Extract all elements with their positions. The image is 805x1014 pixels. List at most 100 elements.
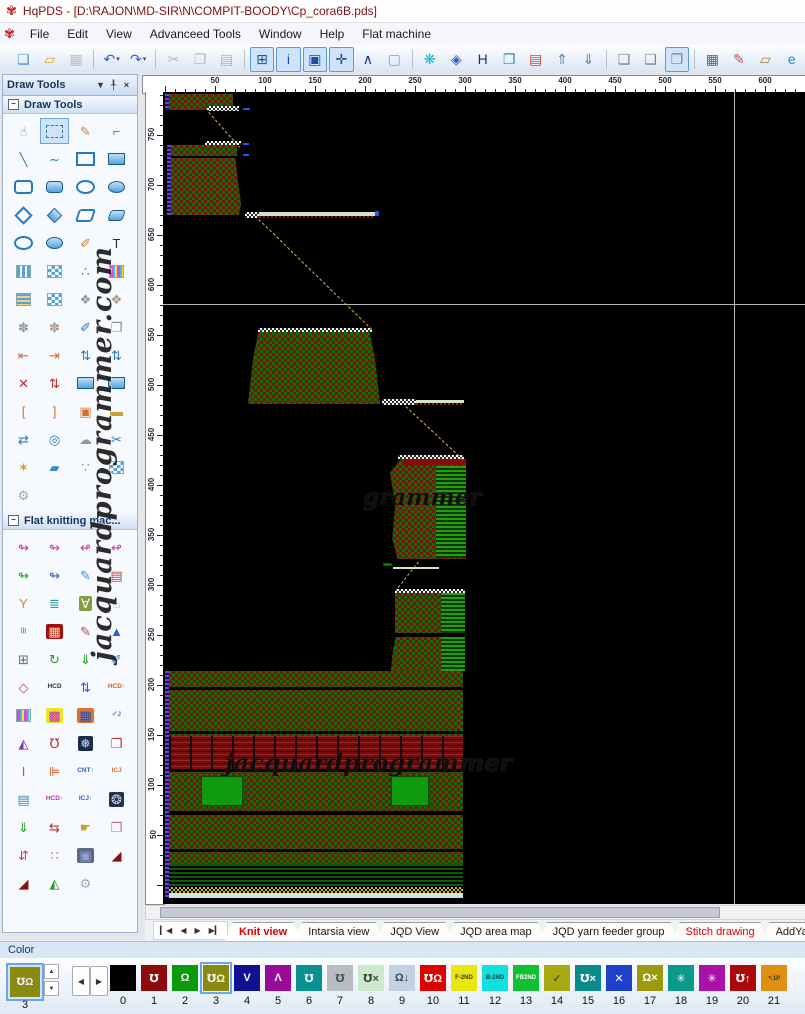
loops-swap-tool[interactable]: ⇵: [9, 842, 38, 868]
tile-windows-button[interactable]: ❏: [638, 47, 662, 72]
yarn-stack-tool[interactable]: ≣: [40, 590, 69, 616]
flat-knitting-group-header[interactable]: − Flat knitting mac...: [3, 512, 137, 530]
hand-note-tool[interactable]: ☛: [71, 814, 100, 840]
eyedropper-tool[interactable]: ✐: [71, 230, 100, 256]
needle-bed-tool[interactable]: ∀: [71, 590, 100, 616]
color-swatch-14[interactable]: ✓: [544, 965, 570, 991]
menu-help[interactable]: Help: [319, 27, 345, 41]
note-edit-tool[interactable]: ✎: [71, 618, 100, 644]
select-area-button[interactable]: ▢: [382, 47, 406, 72]
hand-tool[interactable]: ☝: [9, 118, 38, 144]
rows-tool[interactable]: [9, 286, 38, 312]
pattern-canvas[interactable]: grammer jacquardprogrammer: [163, 92, 805, 904]
knit-pen-button[interactable]: ∧: [356, 47, 380, 72]
transfer-tool-2[interactable]: ↬: [40, 534, 69, 560]
rectangle-outline-tool[interactable]: [71, 146, 100, 172]
calculator-button[interactable]: ▦: [700, 47, 724, 72]
tab-intarsia-view[interactable]: Intarsia view: [294, 922, 383, 941]
tab-stitch-drawing[interactable]: Stitch drawing: [672, 922, 769, 941]
download-arrow-tool[interactable]: ⇓: [71, 646, 100, 672]
transfer-back-tool-1[interactable]: ↫: [71, 534, 100, 560]
menu-flat-machine[interactable]: Flat machine: [362, 27, 431, 41]
scrollbar-thumb[interactable]: [160, 907, 720, 918]
one-to-one-tool[interactable]: ⇅: [71, 674, 100, 700]
swap-blocks-tool[interactable]: ⇆: [40, 814, 69, 840]
selected-color-swatch[interactable]: ℧Ω: [6, 963, 44, 1001]
ellipse-outline-tool[interactable]: [71, 174, 100, 200]
iron-tool[interactable]: ☁: [71, 426, 100, 452]
menu-view[interactable]: View: [105, 27, 132, 41]
dropdown-arrow-icon[interactable]: ▾: [142, 56, 147, 63]
diamond-filled-tool[interactable]: [40, 202, 69, 228]
color-swatch-12[interactable]: B-2ND: [482, 965, 508, 991]
horizontal-scrollbar[interactable]: [145, 905, 805, 920]
frame-2-tool[interactable]: [102, 370, 131, 396]
rectangle-filled-tool[interactable]: [102, 146, 131, 172]
color-swatch-11[interactable]: F-2ND: [451, 965, 477, 991]
import-cancel-tool[interactable]: ⇓: [9, 814, 38, 840]
magic-wand-tool[interactable]: ✶: [9, 454, 38, 480]
diamond-outline-tool[interactable]: [9, 202, 38, 228]
tab-addyarn-vie[interactable]: AddYarn Vie: [762, 922, 805, 941]
next-tab-button[interactable]: ▶: [194, 926, 201, 935]
red-grid-tool[interactable]: ▦: [40, 618, 69, 644]
fuzzy-select-tool[interactable]: ▣: [71, 842, 100, 868]
screwdriver-j-tool[interactable]: ✐J: [102, 702, 131, 728]
bracket-left-tool[interactable]: [: [9, 398, 38, 424]
delete-column-tool[interactable]: ⇅: [40, 370, 69, 396]
pens-button[interactable]: ✎: [727, 47, 751, 72]
info-toggle-button[interactable]: i: [276, 46, 301, 72]
menu-edit[interactable]: Edit: [67, 27, 88, 41]
fill-brush-left-tool[interactable]: ❖: [71, 286, 100, 312]
machine-settings-tool[interactable]: ⚙: [71, 870, 100, 896]
triangle-dark-tool[interactable]: ◢: [102, 842, 131, 868]
find-button[interactable]: H: [470, 47, 494, 72]
pencil-tool[interactable]: ✎: [71, 118, 100, 144]
overlap-squares-tool[interactable]: ❐: [102, 730, 131, 756]
swap-tool[interactable]: ⇄: [9, 426, 38, 452]
draw-tools-group-header[interactable]: − Draw Tools: [3, 96, 137, 114]
columns-color-tool[interactable]: [102, 258, 131, 284]
hcd-up-magenta-tool[interactable]: HCD↑: [40, 786, 69, 812]
i-beam-tool[interactable]: I: [9, 758, 38, 784]
new-file-button[interactable]: ❏: [11, 47, 35, 72]
marker-tool[interactable]: ✐: [71, 314, 100, 340]
loop-diamond-tool[interactable]: ◇: [9, 674, 38, 700]
needles-tool[interactable]: |||: [9, 618, 38, 644]
delete-row-tool[interactable]: ✕: [9, 370, 38, 396]
transfer-blue-tool[interactable]: ↬: [40, 562, 69, 588]
color-swatch-6[interactable]: ℧: [296, 965, 322, 991]
tab-jqd-yarn-feeder-group[interactable]: JQD yarn feeder group: [539, 922, 679, 941]
frame-tool[interactable]: [71, 370, 100, 396]
color-swatch-9[interactable]: Ω↓: [389, 965, 415, 991]
yellow-magenta-stripes-tool[interactable]: ▩: [40, 702, 69, 728]
select-rect-tool[interactable]: [40, 118, 69, 144]
shield-button[interactable]: ◈: [444, 47, 468, 72]
palette-button[interactable]: ▤: [523, 47, 547, 72]
browser-button[interactable]: e: [780, 47, 804, 72]
redo-button[interactable]: ↷ ▾: [126, 47, 150, 72]
color-swatch-18[interactable]: ✳: [668, 965, 694, 991]
transfer-green-tool[interactable]: ↬: [9, 562, 38, 588]
chevron-down-icon[interactable]: ▼: [96, 80, 105, 90]
triangle-dark-2-tool[interactable]: ◢: [9, 870, 38, 896]
window-layers-tool[interactable]: ❐: [102, 814, 131, 840]
columns-tool[interactable]: [9, 258, 38, 284]
copy-pattern-tool[interactable]: ❐: [102, 314, 131, 340]
color-swatch-16[interactable]: ✕: [606, 965, 632, 991]
panel-up-button[interactable]: ⇑: [550, 47, 574, 72]
palette-scroll-right-button[interactable]: ▶: [90, 966, 108, 996]
color-swatch-15[interactable]: ℧×: [575, 965, 601, 991]
pyramid-tool[interactable]: ▲: [102, 618, 131, 644]
orange-grid-tool[interactable]: ▦: [71, 702, 100, 728]
insert-column-2-tool[interactable]: ⇅: [102, 342, 131, 368]
cut-window-tool[interactable]: ✂: [102, 426, 131, 452]
ellipse-filled-tool[interactable]: [102, 174, 131, 200]
gold-bar-tool[interactable]: ▬: [102, 398, 131, 424]
insert-column-tool[interactable]: ⇅: [71, 342, 100, 368]
collapse-icon[interactable]: −: [8, 99, 19, 110]
folder-dark-button[interactable]: ▱: [753, 47, 777, 72]
zoom-tool[interactable]: ◎: [40, 426, 69, 452]
polyline-tool[interactable]: ⌐: [102, 118, 131, 144]
color-spin-down-button[interactable]: ▼: [44, 981, 59, 996]
